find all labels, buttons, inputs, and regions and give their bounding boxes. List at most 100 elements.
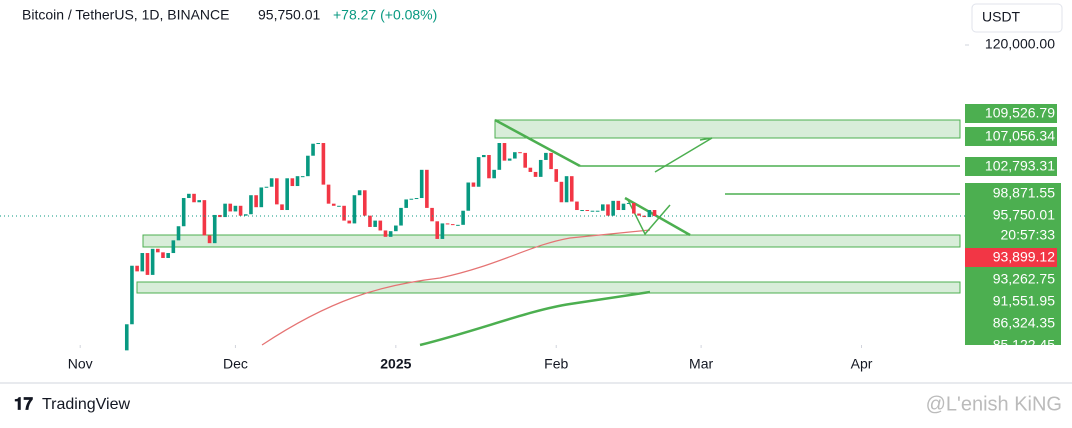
price-label: 95,750.01 xyxy=(993,207,1055,223)
candle xyxy=(487,155,491,179)
candle xyxy=(321,143,326,185)
price-label: 107,056.34 xyxy=(985,128,1055,144)
candle xyxy=(295,176,300,187)
candle xyxy=(192,193,196,203)
candle xyxy=(492,169,496,179)
candle xyxy=(176,226,181,241)
candle xyxy=(130,265,134,325)
candle xyxy=(373,220,377,227)
moving-average xyxy=(261,229,651,346)
trend-line xyxy=(494,118,581,168)
tv-logo: 𝟏𝟕 xyxy=(14,394,33,413)
candle xyxy=(181,198,186,227)
candle xyxy=(124,324,129,351)
candle xyxy=(362,190,367,216)
candle xyxy=(202,200,207,236)
candle xyxy=(637,213,641,216)
candle xyxy=(481,155,486,158)
candle xyxy=(518,152,522,154)
candle xyxy=(507,158,512,161)
last-price: 95,750.01 xyxy=(258,7,320,23)
y-tick-label: 120,000.00 xyxy=(985,36,1055,52)
candle xyxy=(647,210,652,218)
candle xyxy=(285,178,289,211)
candle xyxy=(544,152,548,160)
candle xyxy=(223,203,227,218)
symbol: Bitcoin / TetherUS, 1D, BINANCE xyxy=(22,7,229,23)
candle xyxy=(533,171,538,177)
zone xyxy=(494,119,961,139)
candle xyxy=(233,205,238,212)
candle xyxy=(538,159,543,177)
candle xyxy=(300,176,305,178)
candle xyxy=(347,220,352,224)
price-label-bg xyxy=(965,157,1057,176)
candle xyxy=(357,190,362,196)
candle xyxy=(590,210,595,212)
candle xyxy=(197,200,202,203)
candle xyxy=(161,252,165,258)
candle xyxy=(632,202,636,214)
candle xyxy=(275,178,279,205)
price-label: 98,871.55 xyxy=(993,185,1055,201)
candle xyxy=(502,143,507,161)
candle xyxy=(497,143,502,170)
candle xyxy=(306,155,310,177)
x-tick-label: Apr xyxy=(851,356,873,372)
candle xyxy=(368,215,372,227)
candle xyxy=(171,240,176,254)
candle xyxy=(326,184,331,204)
trend-line xyxy=(624,196,691,237)
candle xyxy=(440,223,445,239)
price-label: 20:57:33 xyxy=(1001,227,1056,243)
candle xyxy=(342,205,346,221)
candle xyxy=(461,210,465,225)
price-label: 86,324.35 xyxy=(993,315,1055,331)
candle xyxy=(601,204,605,211)
candle xyxy=(513,152,517,159)
candle xyxy=(337,205,341,207)
candle xyxy=(311,143,315,156)
candle xyxy=(243,214,248,216)
price-label-bg xyxy=(965,248,1057,267)
x-tick-label: Mar xyxy=(689,356,713,372)
candle xyxy=(559,181,564,203)
candle xyxy=(445,223,450,225)
candle xyxy=(569,176,574,202)
candle xyxy=(269,178,274,187)
candle xyxy=(580,210,584,212)
candle xyxy=(419,169,424,199)
candle xyxy=(430,207,434,222)
candle xyxy=(145,253,150,275)
zone xyxy=(142,234,961,248)
change: +78.27 (+0.08%) xyxy=(333,7,437,23)
currency-button[interactable] xyxy=(971,3,1063,33)
candle xyxy=(621,203,626,211)
candle xyxy=(404,199,408,208)
candle xyxy=(290,178,295,187)
candle xyxy=(140,253,145,272)
candle xyxy=(166,253,170,258)
candle xyxy=(228,203,233,212)
candle xyxy=(218,214,222,218)
candle xyxy=(409,198,414,200)
candle xyxy=(378,220,383,231)
candle xyxy=(249,195,253,215)
candle xyxy=(549,152,553,170)
candle xyxy=(383,230,388,237)
candle xyxy=(528,167,533,172)
candle xyxy=(554,169,559,182)
candle xyxy=(523,152,527,168)
x-tick-label: 2025 xyxy=(380,356,411,372)
candle xyxy=(564,176,569,203)
candle xyxy=(476,157,481,187)
moving-average xyxy=(419,290,651,347)
candle xyxy=(238,205,243,216)
currency[interactable]: USDT xyxy=(982,9,1021,25)
candle xyxy=(626,202,631,204)
candle xyxy=(652,210,657,217)
candle xyxy=(187,193,191,199)
candle xyxy=(414,198,419,200)
candle xyxy=(316,143,321,145)
